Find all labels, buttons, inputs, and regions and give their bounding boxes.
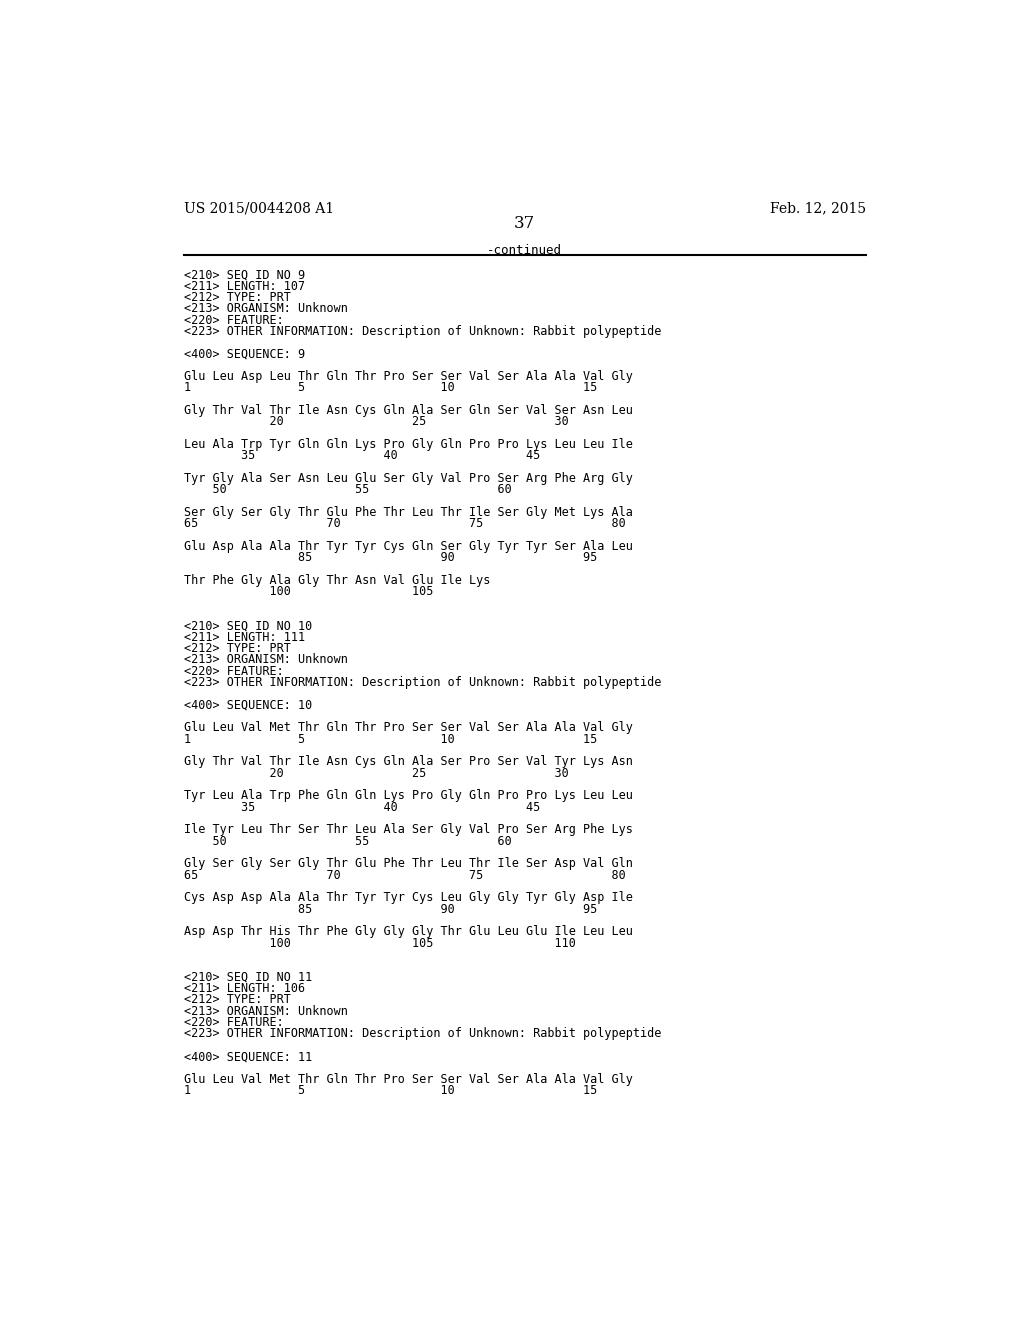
Text: -continued: -continued [487, 244, 562, 257]
Text: Thr Phe Gly Ala Gly Thr Asn Val Glu Ile Lys: Thr Phe Gly Ala Gly Thr Asn Val Glu Ile … [183, 574, 489, 587]
Text: Asp Asp Thr His Thr Phe Gly Gly Gly Thr Glu Leu Glu Ile Leu Leu: Asp Asp Thr His Thr Phe Gly Gly Gly Thr … [183, 925, 633, 939]
Text: 35                  40                  45: 35 40 45 [183, 450, 540, 462]
Text: Glu Leu Val Met Thr Gln Thr Pro Ser Ser Val Ser Ala Ala Val Gly: Glu Leu Val Met Thr Gln Thr Pro Ser Ser … [183, 1073, 633, 1086]
Text: Gly Thr Val Thr Ile Asn Cys Gln Ala Ser Pro Ser Val Tyr Lys Asn: Gly Thr Val Thr Ile Asn Cys Gln Ala Ser … [183, 755, 633, 768]
Text: Tyr Gly Ala Ser Asn Leu Glu Ser Gly Val Pro Ser Arg Phe Arg Gly: Tyr Gly Ala Ser Asn Leu Glu Ser Gly Val … [183, 473, 633, 486]
Text: Gly Thr Val Thr Ile Asn Cys Gln Ala Ser Gln Ser Val Ser Asn Leu: Gly Thr Val Thr Ile Asn Cys Gln Ala Ser … [183, 404, 633, 417]
Text: <213> ORGANISM: Unknown: <213> ORGANISM: Unknown [183, 302, 347, 315]
Text: <211> LENGTH: 107: <211> LENGTH: 107 [183, 280, 305, 293]
Text: 20                  25                  30: 20 25 30 [183, 767, 568, 780]
Text: 50                  55                  60: 50 55 60 [183, 483, 511, 496]
Text: <213> ORGANISM: Unknown: <213> ORGANISM: Unknown [183, 653, 347, 667]
Text: Glu Asp Ala Ala Thr Tyr Tyr Cys Gln Ser Gly Tyr Tyr Ser Ala Leu: Glu Asp Ala Ala Thr Tyr Tyr Cys Gln Ser … [183, 540, 633, 553]
Text: <223> OTHER INFORMATION: Description of Unknown: Rabbit polypeptide: <223> OTHER INFORMATION: Description of … [183, 676, 660, 689]
Text: 20                  25                  30: 20 25 30 [183, 416, 568, 429]
Text: Cys Asp Asp Ala Ala Thr Tyr Tyr Cys Leu Gly Gly Tyr Gly Asp Ile: Cys Asp Asp Ala Ala Thr Tyr Tyr Cys Leu … [183, 891, 633, 904]
Text: <210> SEQ ID NO 11: <210> SEQ ID NO 11 [183, 970, 311, 983]
Text: Glu Leu Asp Leu Thr Gln Thr Pro Ser Ser Val Ser Ala Ala Val Gly: Glu Leu Asp Leu Thr Gln Thr Pro Ser Ser … [183, 370, 633, 383]
Text: <400> SEQUENCE: 10: <400> SEQUENCE: 10 [183, 698, 311, 711]
Text: <220> FEATURE:: <220> FEATURE: [183, 665, 284, 678]
Text: 85                  90                  95: 85 90 95 [183, 552, 597, 565]
Text: 37: 37 [514, 215, 536, 232]
Text: <220> FEATURE:: <220> FEATURE: [183, 1016, 284, 1030]
Text: 65                  70                  75                  80: 65 70 75 80 [183, 517, 626, 531]
Text: 1               5                   10                  15: 1 5 10 15 [183, 733, 597, 746]
Text: Tyr Leu Ala Trp Phe Gln Gln Lys Pro Gly Gln Pro Pro Lys Leu Leu: Tyr Leu Ala Trp Phe Gln Gln Lys Pro Gly … [183, 789, 633, 803]
Text: <220> FEATURE:: <220> FEATURE: [183, 314, 284, 326]
Text: 100                 105: 100 105 [183, 586, 433, 598]
Text: Gly Ser Gly Ser Gly Thr Glu Phe Thr Leu Thr Ile Ser Asp Val Gln: Gly Ser Gly Ser Gly Thr Glu Phe Thr Leu … [183, 858, 633, 870]
Text: <211> LENGTH: 106: <211> LENGTH: 106 [183, 982, 305, 995]
Text: <212> TYPE: PRT: <212> TYPE: PRT [183, 642, 291, 655]
Text: <210> SEQ ID NO 9: <210> SEQ ID NO 9 [183, 268, 305, 281]
Text: <212> TYPE: PRT: <212> TYPE: PRT [183, 994, 291, 1006]
Text: <400> SEQUENCE: 11: <400> SEQUENCE: 11 [183, 1051, 311, 1063]
Text: 65                  70                  75                  80: 65 70 75 80 [183, 869, 626, 882]
Text: <210> SEQ ID NO 10: <210> SEQ ID NO 10 [183, 619, 311, 632]
Text: 35                  40                  45: 35 40 45 [183, 801, 540, 814]
Text: <400> SEQUENCE: 9: <400> SEQUENCE: 9 [183, 347, 305, 360]
Text: <211> LENGTH: 111: <211> LENGTH: 111 [183, 631, 305, 644]
Text: <223> OTHER INFORMATION: Description of Unknown: Rabbit polypeptide: <223> OTHER INFORMATION: Description of … [183, 325, 660, 338]
Text: 50                  55                  60: 50 55 60 [183, 834, 511, 847]
Text: <212> TYPE: PRT: <212> TYPE: PRT [183, 290, 291, 304]
Text: Ile Tyr Leu Thr Ser Thr Leu Ala Ser Gly Val Pro Ser Arg Phe Lys: Ile Tyr Leu Thr Ser Thr Leu Ala Ser Gly … [183, 824, 633, 837]
Text: Ser Gly Ser Gly Thr Glu Phe Thr Leu Thr Ile Ser Gly Met Lys Ala: Ser Gly Ser Gly Thr Glu Phe Thr Leu Thr … [183, 506, 633, 519]
Text: Glu Leu Val Met Thr Gln Thr Pro Ser Ser Val Ser Ala Ala Val Gly: Glu Leu Val Met Thr Gln Thr Pro Ser Ser … [183, 722, 633, 734]
Text: 1               5                   10                  15: 1 5 10 15 [183, 381, 597, 395]
Text: Leu Ala Trp Tyr Gln Gln Lys Pro Gly Gln Pro Pro Lys Leu Leu Ile: Leu Ala Trp Tyr Gln Gln Lys Pro Gly Gln … [183, 438, 633, 451]
Text: 1               5                   10                  15: 1 5 10 15 [183, 1084, 597, 1097]
Text: US 2015/0044208 A1: US 2015/0044208 A1 [183, 201, 334, 215]
Text: 85                  90                  95: 85 90 95 [183, 903, 597, 916]
Text: <213> ORGANISM: Unknown: <213> ORGANISM: Unknown [183, 1005, 347, 1018]
Text: 100                 105                 110: 100 105 110 [183, 937, 575, 950]
Text: <223> OTHER INFORMATION: Description of Unknown: Rabbit polypeptide: <223> OTHER INFORMATION: Description of … [183, 1027, 660, 1040]
Text: Feb. 12, 2015: Feb. 12, 2015 [770, 201, 866, 215]
